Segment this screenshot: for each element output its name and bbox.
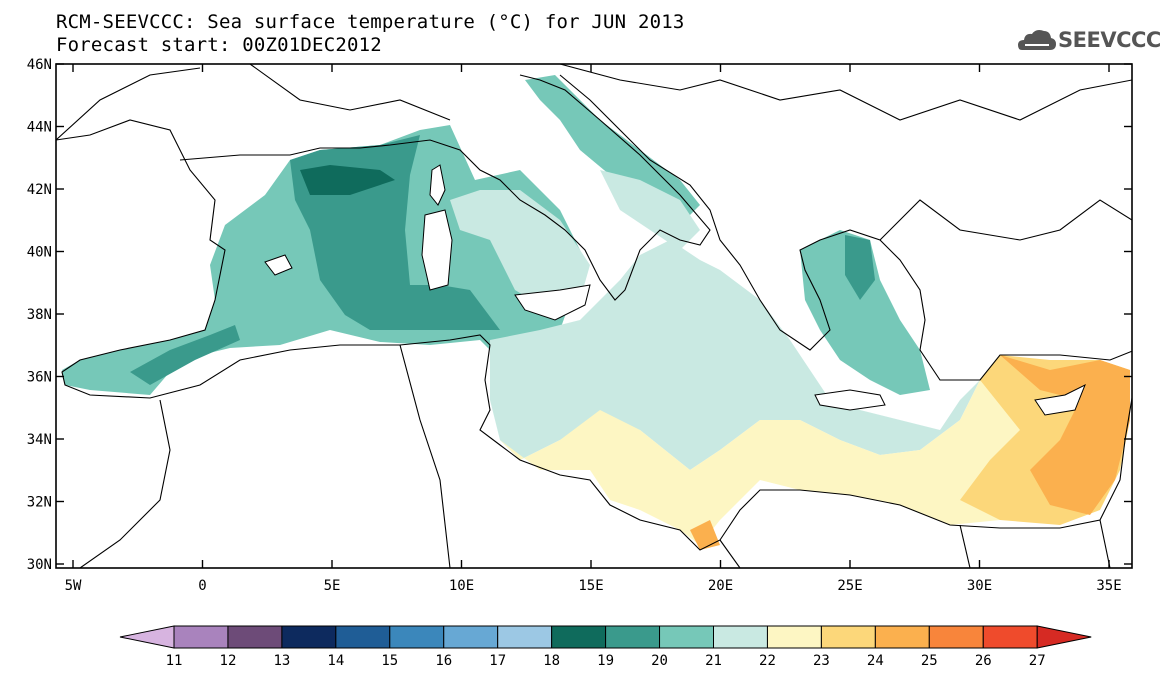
colorbar-label: 19 — [597, 653, 614, 669]
sst-libyan-coast — [500, 380, 1050, 545]
border-north-2 — [249, 64, 451, 121]
colorbar-label: 16 — [435, 653, 452, 669]
sst-levantine-hot — [1000, 355, 1130, 515]
island-crete — [814, 389, 886, 411]
colorbar-cell — [928, 625, 984, 649]
colorbar-label: 14 — [327, 653, 344, 669]
coast-balkans — [559, 74, 1132, 381]
lat-label: 34N — [27, 432, 52, 448]
colorbar-label: 17 — [489, 653, 506, 669]
sst-gulf-lion-core — [300, 165, 395, 195]
map-frame — [55, 63, 1133, 569]
border-north-3 — [559, 64, 1132, 121]
colorbar-cell — [389, 625, 445, 649]
border-north-1 — [56, 67, 201, 141]
sst-adriatic — [525, 75, 700, 215]
border-east — [879, 199, 1132, 241]
lon-label: 20E — [708, 578, 733, 594]
lon-label: 5W — [65, 578, 82, 594]
colorbar-cell — [820, 625, 876, 649]
island-cyprus — [1034, 383, 1086, 416]
chart-title: RCM-SEEVCCC: Sea surface temperature (°C… — [56, 11, 685, 33]
colorbar-label: 21 — [705, 653, 722, 669]
colorbar-label: 23 — [813, 653, 830, 669]
island-sardinia — [421, 209, 453, 291]
lat-label: 36N — [27, 370, 52, 386]
lon-label: 25E — [837, 578, 862, 594]
colorbar-cell — [335, 625, 391, 649]
lon-label: 10E — [449, 578, 474, 594]
colorbar-label: 11 — [166, 653, 183, 669]
lon-label: 5E — [324, 578, 341, 594]
colorbar-cell — [281, 625, 337, 649]
colorbar-label: 22 — [759, 653, 776, 669]
colorbar-cell — [119, 625, 175, 649]
coast-france-italy — [179, 74, 711, 301]
lon-label: 30E — [967, 578, 992, 594]
border-africa-4 — [959, 524, 971, 568]
island-corsica — [429, 164, 446, 206]
coastlines — [56, 64, 1132, 568]
colorbar-label: 12 — [220, 653, 237, 669]
colorbar-label: 15 — [381, 653, 398, 669]
colorbar-cell — [766, 625, 822, 649]
colorbar-label: 13 — [273, 653, 290, 669]
forecast-start-label: Forecast start: 00Z01DEC2012 — [56, 34, 382, 56]
colorbar-cell — [497, 625, 553, 649]
colorbar-cell — [874, 625, 930, 649]
colorbar-cell — [443, 625, 499, 649]
sst-alboran — [130, 325, 240, 385]
colorbar-label: 18 — [543, 653, 560, 669]
colorbar-label: 25 — [921, 653, 938, 669]
sst-aegean — [800, 230, 930, 395]
colorbar-cell — [173, 625, 229, 649]
colorbar-label: 20 — [651, 653, 668, 669]
lat-label: 40N — [27, 245, 52, 261]
border-africa-3 — [719, 539, 741, 568]
sst-tyrrhenian — [450, 190, 590, 305]
coast-iberia-africa — [56, 119, 1132, 551]
colorbar-cell — [1036, 625, 1092, 649]
lon-axis: 5W 0 5E 10E 15E 20E 25E 30E 35E — [65, 64, 1122, 594]
lon-label: 15E — [578, 578, 603, 594]
lat-label: 42N — [27, 182, 52, 198]
island-sicily — [514, 284, 591, 321]
island-mallorca — [264, 254, 293, 276]
colorbar-cell — [551, 625, 607, 649]
lat-label: 38N — [27, 307, 52, 323]
colorbar-cell — [227, 625, 283, 649]
lat-label: 44N — [27, 120, 52, 136]
border-africa-1 — [79, 399, 171, 568]
sst-sidra-rim — [690, 520, 720, 550]
sst-aegean-north — [845, 235, 875, 300]
cloud-logo-icon — [1018, 30, 1056, 50]
lat-label: 46N — [27, 57, 52, 73]
border-africa-2 — [399, 344, 451, 568]
colorbar-cell — [713, 625, 768, 649]
sst-adriatic-south — [600, 170, 700, 250]
logo-text: SEEVCCC — [1058, 28, 1161, 52]
lat-label: 32N — [27, 495, 52, 511]
colorbar-cell — [605, 625, 661, 649]
lat-axis: 46N 44N 42N 40N 38N 36N 34N 32N 30N — [27, 57, 1132, 573]
lon-label: 35E — [1096, 578, 1121, 594]
colorbar-cell — [982, 625, 1038, 649]
lon-label: 0 — [198, 578, 206, 594]
colorbar-label: 24 — [867, 653, 884, 669]
lat-label: 30N — [27, 557, 52, 573]
colorbar-label: 26 — [975, 653, 992, 669]
colorbar-label: 27 — [1029, 653, 1046, 669]
colorbar-cell — [659, 625, 714, 649]
